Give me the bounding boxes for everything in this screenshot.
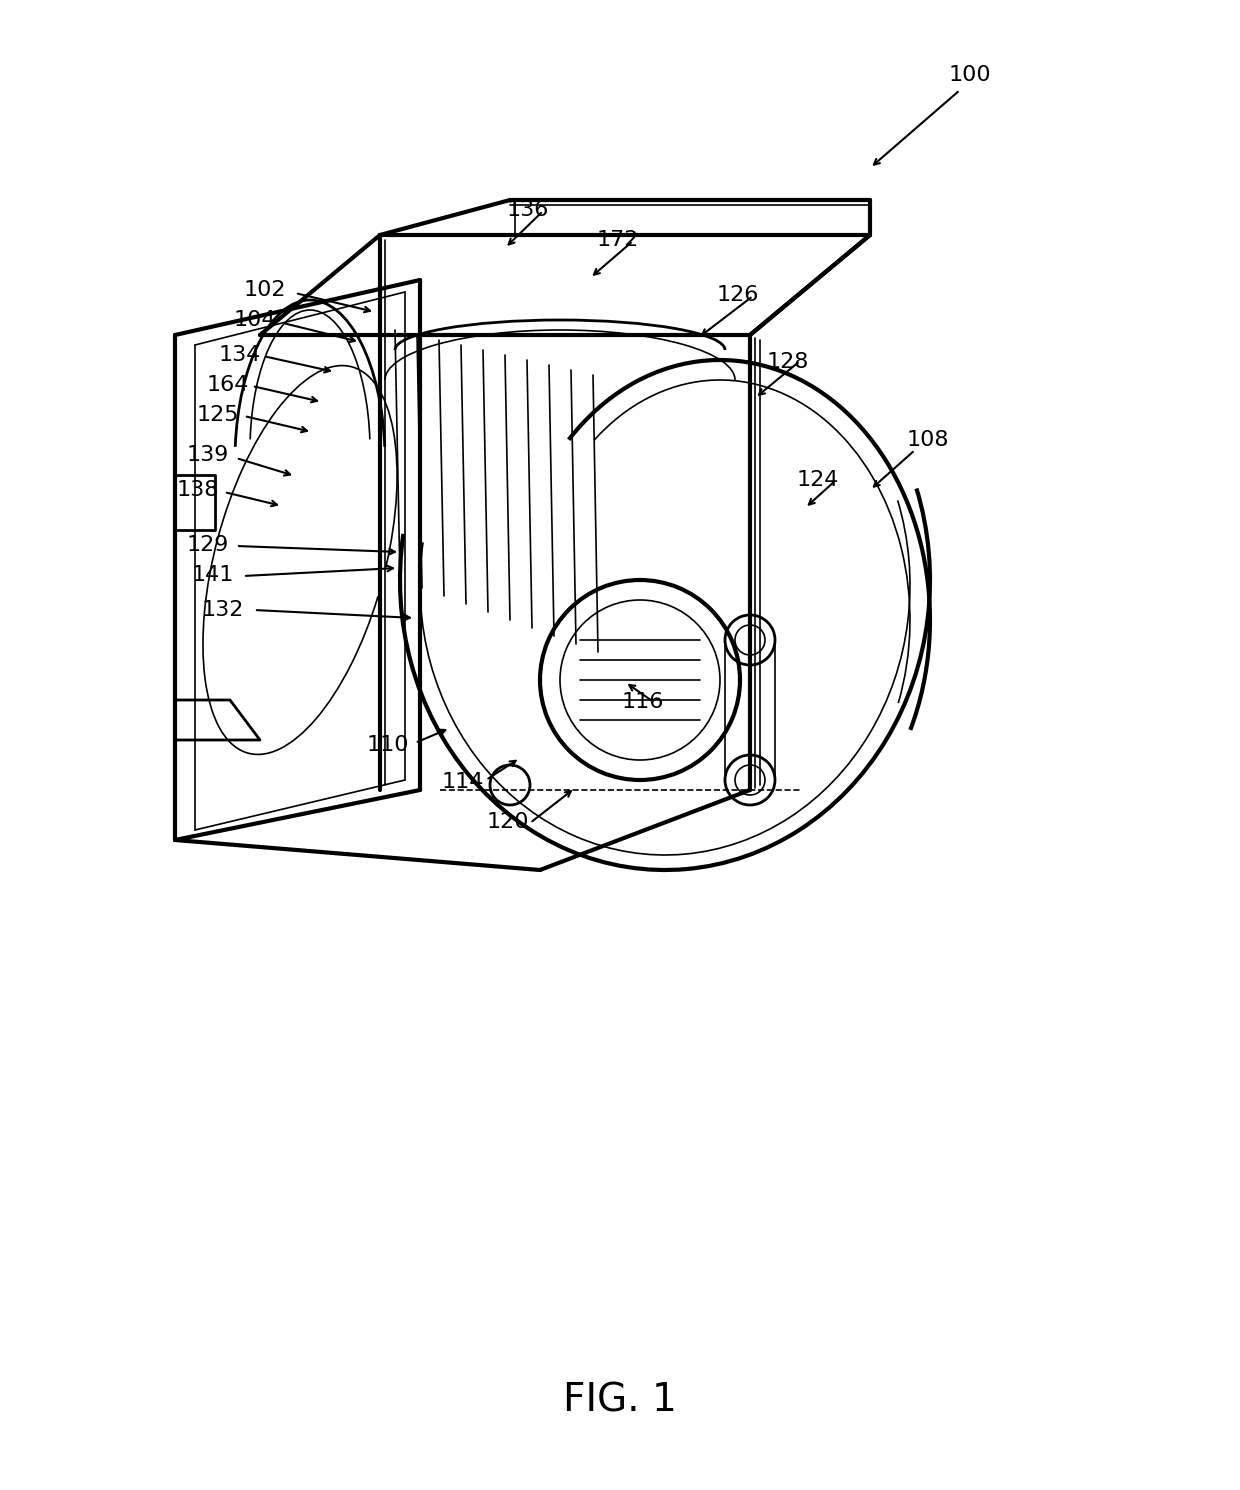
Text: 114: 114 bbox=[441, 772, 484, 793]
Text: 124: 124 bbox=[797, 469, 839, 490]
Text: FIG. 1: FIG. 1 bbox=[563, 1381, 677, 1418]
Text: 134: 134 bbox=[218, 346, 262, 365]
Text: 102: 102 bbox=[244, 280, 286, 299]
Text: 141: 141 bbox=[192, 565, 234, 586]
Text: 172: 172 bbox=[596, 229, 639, 250]
Text: 104: 104 bbox=[234, 310, 277, 329]
Text: 125: 125 bbox=[197, 405, 239, 425]
Text: 139: 139 bbox=[187, 446, 229, 465]
Text: 132: 132 bbox=[202, 600, 244, 620]
Text: 128: 128 bbox=[766, 352, 810, 372]
Text: 100: 100 bbox=[949, 66, 991, 85]
Text: 129: 129 bbox=[187, 535, 229, 554]
Text: 138: 138 bbox=[177, 480, 219, 501]
Text: 136: 136 bbox=[507, 200, 549, 221]
Text: 120: 120 bbox=[487, 812, 529, 831]
Text: 108: 108 bbox=[906, 431, 950, 450]
Text: 126: 126 bbox=[717, 285, 759, 305]
Text: 110: 110 bbox=[367, 735, 409, 755]
Text: 164: 164 bbox=[207, 375, 249, 395]
Text: 116: 116 bbox=[621, 691, 665, 712]
